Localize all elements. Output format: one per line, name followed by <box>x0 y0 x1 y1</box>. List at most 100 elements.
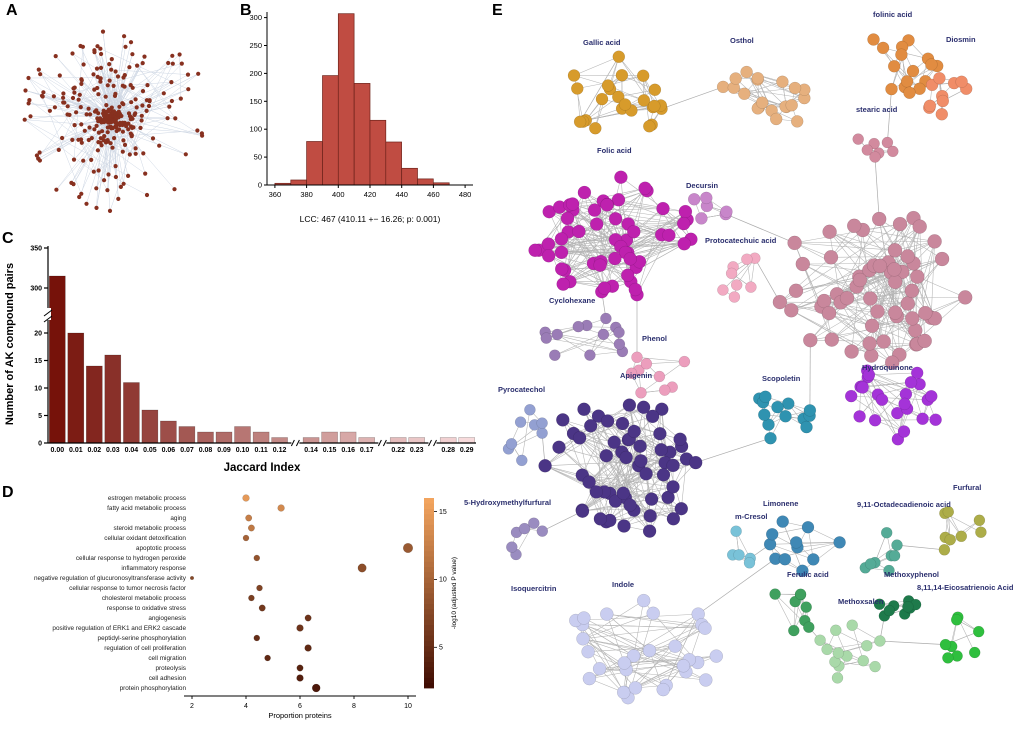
go-term-label: cellular response to hydrogen peroxide <box>76 555 187 562</box>
compound-network-node <box>729 72 742 85</box>
compound-network-node <box>514 416 527 428</box>
go-dot <box>242 494 250 502</box>
compound-network-node <box>902 601 914 613</box>
go-dot <box>277 504 285 512</box>
compound-network-node <box>541 249 556 263</box>
compound-network-node <box>887 60 901 73</box>
compound-network-node <box>869 660 881 673</box>
compound-network-node <box>900 75 914 88</box>
cluster-label: Hydroquinone <box>862 363 913 372</box>
go-term-label: aging <box>170 515 186 522</box>
compound-network-node <box>867 33 880 46</box>
compound-network-node <box>619 450 633 465</box>
compound-network-node <box>881 136 894 149</box>
compound-network-node <box>572 431 587 445</box>
compound-network-node <box>900 296 916 311</box>
compound-network-node <box>887 145 899 158</box>
compound-network-node <box>822 224 837 240</box>
cluster-label: Ferulic acid <box>787 570 829 579</box>
compound-network-node <box>816 293 832 309</box>
svg-text:360: 360 <box>269 190 282 199</box>
compound-network-node <box>787 235 802 251</box>
svg-text:20: 20 <box>34 331 42 338</box>
compound-network-node <box>653 370 666 383</box>
compound-network-node <box>571 82 584 95</box>
compound-network-node <box>973 514 986 527</box>
compound-network-node <box>634 454 648 468</box>
panel-b-lcc-histogram: 360 380 400 420 440 460 480 0 50 100 150 200 250 300 L… <box>249 12 473 224</box>
compound-network-node <box>763 538 777 551</box>
svg-text:100: 100 <box>249 125 262 134</box>
go-term-label: cellular response to tumor necrosis fact… <box>69 585 187 592</box>
compound-network-node <box>852 272 868 288</box>
go-dot <box>245 514 253 522</box>
svg-text:200: 200 <box>249 69 262 78</box>
compound-network-node <box>764 431 777 445</box>
compound-network-node <box>699 673 713 687</box>
compound-network-node <box>643 120 656 133</box>
compound-network-node <box>759 390 772 404</box>
compound-network-node <box>788 283 804 299</box>
svg-text:0.00: 0.00 <box>50 447 64 454</box>
go-dot <box>248 594 255 602</box>
compound-network-nodes <box>502 33 987 705</box>
go-colorbar: 5 10 15 <box>424 498 447 689</box>
compound-network-node <box>623 498 637 512</box>
compound-network-node <box>582 671 597 686</box>
go-dot <box>264 654 271 662</box>
compound-network-node <box>807 553 820 566</box>
compound-network-node <box>616 685 631 700</box>
go-term-label: positive regulation of ERK1 and ERK2 cas… <box>52 625 186 632</box>
go-term-label: angiogenesis <box>148 615 186 622</box>
compound-network-node <box>678 355 691 368</box>
compound-network-node <box>716 80 730 94</box>
go-dot <box>296 664 304 672</box>
compound-network-node <box>556 413 570 427</box>
compound-network-node <box>917 333 932 349</box>
compound-network-node <box>900 249 915 264</box>
svg-text:4: 4 <box>244 703 248 710</box>
lcc-histogram-tick-labels: 360 380 400 420 440 460 480 0 50 100 150 200 250 300 <box>249 13 471 199</box>
go-term-label: fatty acid metabolic process <box>107 505 186 512</box>
svg-text:300: 300 <box>30 286 42 293</box>
compound-network-node <box>918 305 933 321</box>
go-dot <box>403 543 414 554</box>
svg-text:0.17: 0.17 <box>360 447 374 454</box>
compound-network-node <box>823 250 839 265</box>
compound-network-node <box>648 99 661 113</box>
compound-network-node <box>733 549 745 561</box>
compound-network-node <box>592 661 607 676</box>
compound-network-node <box>876 334 891 349</box>
svg-text:0.05: 0.05 <box>143 447 157 454</box>
panel-letter-d: D <box>2 484 14 501</box>
compound-network-node <box>738 87 751 101</box>
svg-text:0: 0 <box>258 181 262 190</box>
compound-network-node <box>674 501 689 516</box>
compound-network-node <box>565 197 580 211</box>
svg-text:300: 300 <box>249 13 262 22</box>
compound-network-node <box>800 420 813 434</box>
svg-text:15: 15 <box>439 509 447 516</box>
go-dot <box>258 604 266 612</box>
compound-network-node <box>925 389 938 403</box>
go-term-label: protein phosphorylation <box>120 685 187 692</box>
compound-network-node <box>655 402 669 416</box>
svg-text:0.07: 0.07 <box>180 447 194 454</box>
go-colorbar-label: -log10 (adjusted P value) <box>451 557 458 629</box>
svg-text:380: 380 <box>300 190 313 199</box>
go-dot <box>304 614 312 622</box>
jaccard-tick-labels: 0.00 0.01 0.02 0.03 0.04 0.05 0.06 0.07 0.08 0.09… <box>30 246 473 455</box>
compound-network-node <box>516 454 528 467</box>
go-term-label: regulation of cell proliferation <box>104 645 186 652</box>
compound-network-node <box>852 133 864 145</box>
compound-network-node <box>676 659 691 673</box>
compound-network-node <box>944 533 956 546</box>
svg-text:2: 2 <box>190 703 194 710</box>
panel-letter-b: B <box>240 2 252 19</box>
compound-network-node <box>864 348 879 363</box>
svg-text:10: 10 <box>439 577 447 584</box>
compound-network-node <box>743 557 756 569</box>
panel-c-jaccard-bar-chart: 0.00 0.01 0.02 0.03 0.04 0.05 0.06 0.07 0.08 0.09… <box>4 246 476 474</box>
svg-text:0.10: 0.10 <box>236 447 250 454</box>
cluster-label: Apigenin <box>620 371 652 380</box>
